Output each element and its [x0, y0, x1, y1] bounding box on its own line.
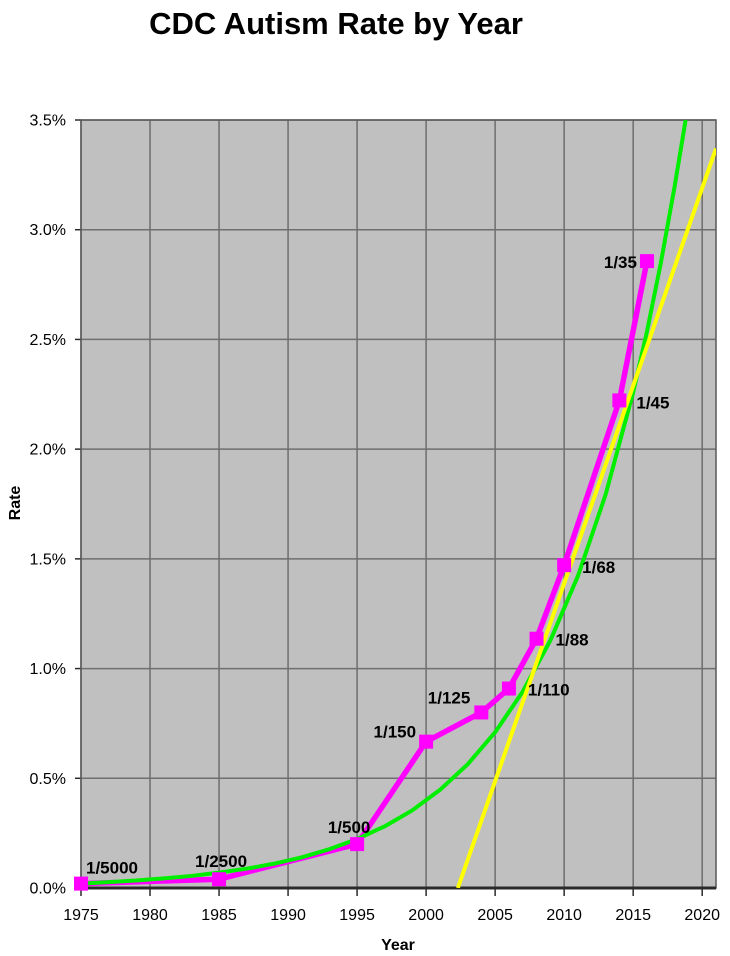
- x-tick-label: 1975: [63, 907, 99, 924]
- data-point-label: 1/500: [328, 818, 371, 837]
- x-axis-title: Year: [381, 937, 415, 954]
- y-tick-label: 1.0%: [30, 661, 66, 678]
- data-point-marker: [212, 872, 227, 887]
- data-point-marker: [639, 254, 654, 269]
- x-tick-label: 1985: [201, 907, 237, 924]
- data-point-label: 1/110: [528, 681, 570, 700]
- plot-background: [81, 120, 716, 888]
- x-tick-label: 2020: [684, 907, 720, 924]
- x-tick-label: 2005: [477, 907, 513, 924]
- data-point-marker: [419, 734, 434, 749]
- exponential-trendline: [81, 120, 688, 886]
- data-point-marker: [501, 681, 516, 696]
- data-point-marker: [612, 393, 627, 408]
- y-tick-label: 0.0%: [30, 881, 66, 898]
- data-point-label: 1/5000: [86, 859, 138, 878]
- data-point-marker: [557, 558, 572, 573]
- x-tick-label: 2010: [546, 907, 582, 924]
- x-tick-label: 1990: [270, 907, 306, 924]
- x-tick-label: 2015: [615, 907, 651, 924]
- chart-title: CDC Autism Rate by Year: [149, 6, 523, 41]
- y-tick-label: 3.0%: [30, 222, 66, 239]
- data-point-label: 1/150: [374, 723, 417, 742]
- y-tick-label: 2.5%: [30, 332, 66, 349]
- x-tick-label: 2000: [408, 907, 444, 924]
- data-point-label: 1/45: [636, 393, 669, 412]
- y-tick-label: 1.5%: [30, 551, 66, 568]
- data-point-label: 1/35: [604, 253, 637, 272]
- data-point-label: 1/2500: [195, 852, 247, 871]
- y-tick-label: 0.5%: [30, 771, 66, 788]
- data-point-label: 1/125: [428, 688, 471, 707]
- data-point-label: 1/68: [582, 558, 615, 577]
- data-point-marker: [529, 631, 544, 646]
- x-tick-label: 1980: [132, 907, 168, 924]
- data-point-marker: [474, 705, 489, 720]
- data-point-marker: [74, 876, 88, 891]
- y-tick-label: 2.0%: [30, 442, 66, 459]
- y-tick-label: 3.5%: [30, 113, 66, 130]
- data-point-marker: [350, 837, 365, 852]
- x-tick-label: 1995: [339, 907, 375, 924]
- linear-trendline: [455, 147, 716, 888]
- data-point-label: 1/88: [556, 631, 589, 650]
